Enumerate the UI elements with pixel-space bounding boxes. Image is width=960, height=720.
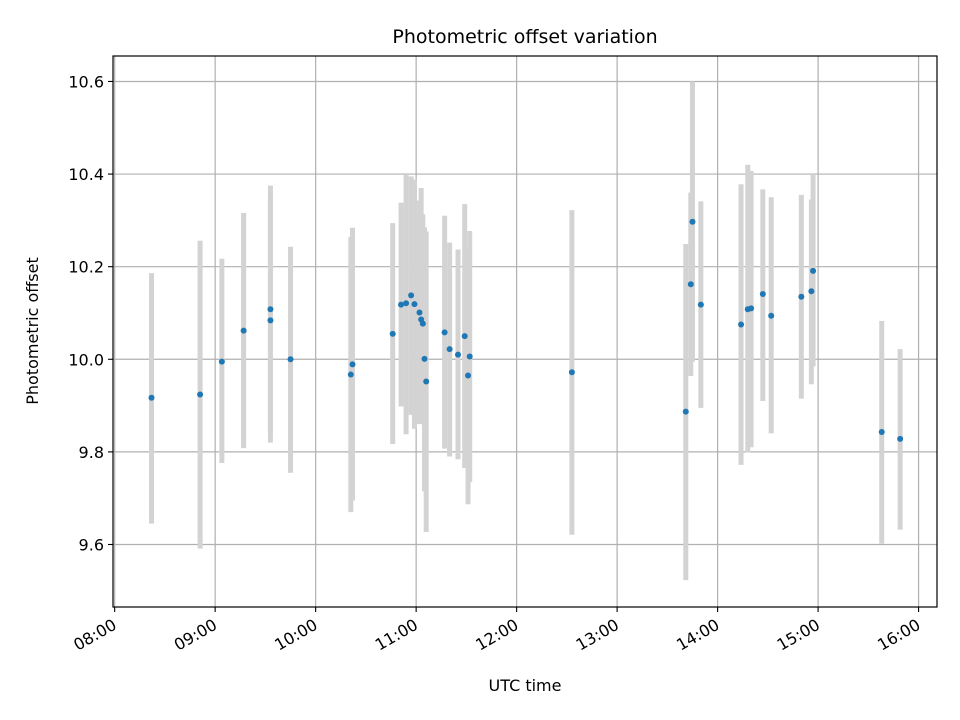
data-point — [568, 369, 575, 376]
data-point — [398, 301, 405, 308]
data-point — [897, 435, 904, 442]
data-point — [197, 391, 204, 398]
chart-title: Photometric offset variation — [392, 26, 657, 48]
data-point — [461, 333, 468, 340]
data-point — [697, 301, 704, 308]
data-point — [411, 301, 418, 308]
data-point — [810, 267, 817, 274]
data-point — [267, 306, 274, 313]
data-point — [759, 290, 766, 297]
data-point — [808, 288, 815, 295]
data-point — [682, 408, 689, 415]
data-point — [689, 218, 696, 225]
data-point — [423, 378, 430, 385]
data-point — [349, 361, 356, 368]
data-point — [441, 329, 448, 336]
plot-frame — [112, 55, 938, 608]
data-point — [267, 317, 274, 324]
y-tick-label: 10.2 — [68, 258, 104, 277]
data-point — [287, 356, 294, 363]
y-tick-label: 9.6 — [79, 535, 104, 554]
data-point — [421, 355, 428, 362]
data-point — [347, 371, 354, 378]
data-point — [768, 312, 775, 319]
data-point — [748, 305, 755, 312]
data-point — [240, 327, 247, 334]
data-point — [403, 300, 410, 307]
y-tick-label: 10.6 — [68, 72, 104, 91]
data-point — [798, 293, 805, 300]
y-tick-label: 10.0 — [68, 350, 104, 369]
data-point — [416, 309, 423, 316]
data-point — [687, 281, 694, 288]
data-point — [455, 351, 462, 358]
y-axis-label: Photometric offset — [23, 257, 42, 405]
data-point — [218, 358, 225, 365]
data-point — [419, 320, 426, 327]
data-point — [466, 353, 473, 360]
data-point — [408, 292, 415, 299]
data-point — [878, 428, 885, 435]
data-point — [389, 330, 396, 337]
data-point — [465, 372, 472, 379]
y-axis-ticks: 9.6 9.8 10.0 10.2 10.4 10.6 — [68, 72, 113, 554]
data-point — [148, 394, 155, 401]
data-point — [446, 346, 453, 353]
y-tick-label: 10.4 — [68, 165, 104, 184]
x-axis-label: UTC time — [489, 676, 562, 695]
y-tick-label: 9.8 — [79, 443, 104, 462]
data-point — [738, 321, 745, 328]
data-points — [148, 218, 904, 442]
